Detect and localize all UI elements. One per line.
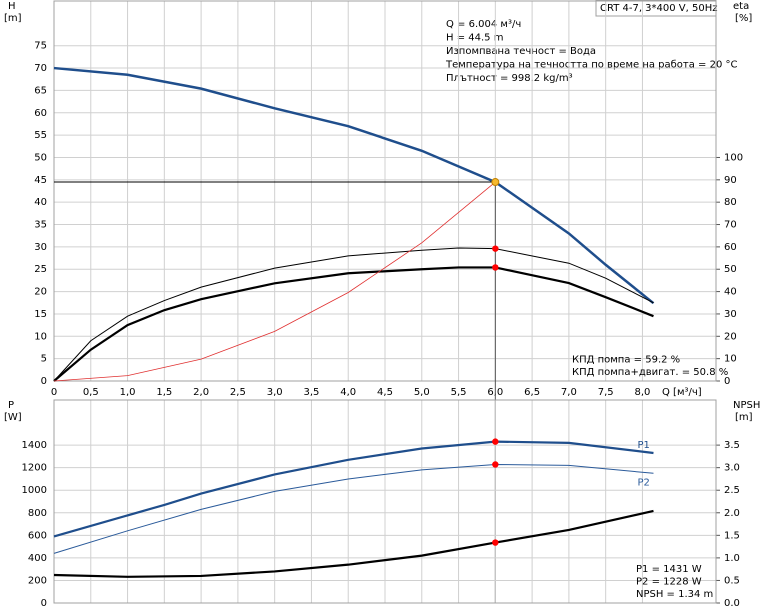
y-tick-label: 50 (34, 152, 47, 163)
y-tick-label: 60 (34, 108, 47, 119)
y2-label: eta (733, 1, 749, 12)
y-tick-label: 70 (34, 63, 47, 74)
info-line: H = 44.5 m (446, 33, 503, 44)
plot-frame (53, 399, 717, 604)
y-label: P (8, 400, 14, 411)
y2-tick-label: 0.0 (724, 598, 740, 609)
y2-tick-label: 70 (724, 220, 737, 231)
y-tick-label: 1200 (22, 463, 47, 474)
y2-tick-label: 60 (724, 242, 737, 253)
y-unit: [m] (4, 13, 22, 24)
y-tick-label: 20 (34, 287, 47, 298)
y2-tick-label: 10 (724, 354, 737, 365)
y-unit: [W] (4, 412, 22, 423)
y-tick-label: 600 (28, 530, 47, 541)
y-tick-label: 40 (34, 197, 47, 208)
x-tick-label: 7,0 (561, 387, 577, 398)
y2-tick-label: 80 (724, 197, 737, 208)
info-line: Плътност = 998.2 kg/m³ (446, 73, 573, 84)
y2-unit: [m] (735, 412, 753, 423)
x-tick-label: 1,0 (120, 387, 136, 398)
x-tick-label: 0,5 (83, 387, 99, 398)
y-tick-label: 200 (28, 575, 47, 586)
plot-frame (53, 0, 717, 382)
op-marker (492, 461, 499, 468)
y2-tick-label: 1.0 (724, 553, 740, 564)
model: CRT 4-7, 3*400 V, 50Hz (600, 3, 718, 14)
x-tick-label: 3,5 (303, 387, 319, 398)
note: КПД помпа = 59.2 % (572, 355, 680, 366)
y2-tick-label: 0.5 (724, 575, 740, 586)
curve (53, 266, 654, 382)
y2-unit: [%] (735, 13, 752, 24)
x-tick-label: 5,5 (451, 387, 467, 398)
curve (53, 247, 654, 382)
x-tick-label: 5,0 (414, 387, 430, 398)
x-label: Q [м³/ч] (662, 387, 702, 398)
info-line: Изпомпвана течност = Вода (446, 46, 596, 57)
y-tick-label: 1000 (22, 485, 47, 496)
y2-tick-label: 40 (724, 287, 737, 298)
y2-tick-label: 1.5 (724, 530, 740, 541)
y2-tick-label: 3.0 (724, 463, 740, 474)
op-marker (492, 539, 499, 546)
y2-tick-label: 90 (724, 175, 737, 186)
x-tick-label: 1,5 (156, 387, 172, 398)
y-tick-label: 45 (34, 175, 47, 186)
y2-tick-label: 2.0 (724, 508, 740, 519)
y2-tick-label: 100 (724, 152, 743, 163)
op-marker (492, 245, 499, 252)
y-tick-label: 800 (28, 508, 47, 519)
curve (53, 440, 654, 538)
y-tick-label: 65 (34, 85, 47, 96)
x-tick-label: 0 (51, 387, 57, 398)
op-marker (492, 264, 499, 271)
x-tick-label: 2,0 (193, 387, 209, 398)
y-tick-label: 55 (34, 130, 47, 141)
y2-tick-label: 2.5 (724, 485, 740, 496)
info-line: Температура на течността по време на раб… (445, 60, 738, 71)
note: NPSH = 1.34 m (636, 589, 713, 600)
y2-tick-label: 0 (724, 376, 730, 387)
y-label: H (8, 1, 16, 12)
y-tick-label: 75 (34, 41, 47, 52)
x-tick-label: 6,5 (524, 387, 540, 398)
y-tick-label: 0 (41, 598, 47, 609)
note: P2 = 1228 W (636, 577, 702, 588)
info-line: Q = 6.004 м³/ч (446, 19, 521, 30)
curve (53, 181, 496, 382)
curve (53, 464, 654, 554)
y-tick-label: 15 (34, 309, 47, 320)
y-tick-label: 25 (34, 264, 47, 275)
x-tick-label: 4,0 (340, 387, 356, 398)
x-tick-label: 4,5 (377, 387, 393, 398)
note: КПД помпа+двигат. = 50.8 % (572, 367, 728, 378)
curve (53, 509, 654, 578)
x-tick-label: 2,5 (230, 387, 246, 398)
note: P1 = 1431 W (636, 564, 702, 575)
legend-label: P1 (637, 440, 649, 451)
op-marker (492, 438, 499, 445)
y-tick-label: 5 (41, 354, 47, 365)
operating-point (491, 178, 500, 187)
x-tick-label: 3,0 (267, 387, 283, 398)
y-tick-label: 0 (41, 376, 47, 387)
y2-tick-label: 3.5 (724, 440, 740, 451)
y2-tick-label: 20 (724, 331, 737, 342)
x-tick-label: 7,5 (598, 387, 614, 398)
y2-tick-label: 50 (724, 264, 737, 275)
y-tick-label: 35 (34, 220, 47, 231)
y-tick-label: 10 (34, 331, 47, 342)
x-tick-label: 8,0 (634, 387, 650, 398)
legend-label: P2 (637, 477, 649, 488)
y-tick-label: 30 (34, 242, 47, 253)
curve (53, 66, 655, 305)
y-tick-label: 400 (28, 553, 47, 564)
y-tick-label: 1400 (22, 440, 47, 451)
y2-label: NPSH (733, 400, 760, 411)
y2-tick-label: 30 (724, 309, 737, 320)
